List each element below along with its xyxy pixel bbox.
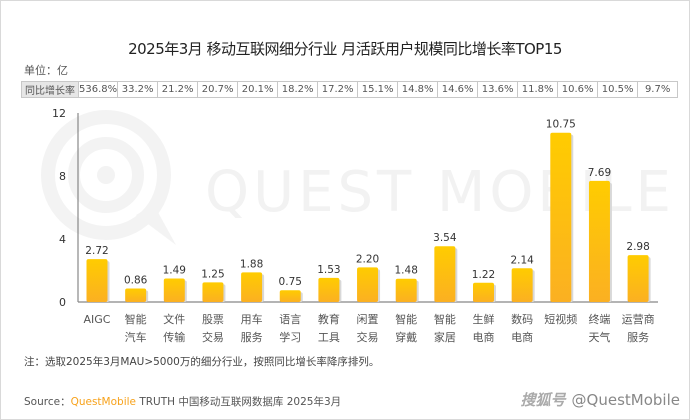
data-label: 1.53 [317, 264, 340, 276]
x-tick-label: 文件 [163, 312, 185, 326]
data-label: 1.22 [472, 269, 495, 281]
x-tick-label: 交易 [357, 330, 379, 344]
growth-rate-cell: 11.8% [517, 81, 559, 98]
x-tick-label: 服务 [241, 331, 263, 344]
x-tick-label: 穿戴 [395, 330, 417, 344]
x-tick-label: 终端 [588, 312, 610, 326]
x-tick-label: 家居 [434, 330, 456, 344]
x-tick-label: 学习 [279, 330, 301, 344]
data-label: 3.54 [433, 232, 457, 244]
data-label: 0.86 [124, 274, 148, 286]
questmobile-watermark-logo-icon [41, 110, 176, 245]
x-tick-label: 汽车 [125, 330, 147, 344]
growth-rate-cell: 14.6% [437, 81, 479, 98]
growth-rate-table: 同比增长率 536.8% 33.2% 21.2% 20.7% 20.1% 18.2% 17.… [21, 81, 679, 98]
data-label: 1.49 [163, 265, 186, 277]
x-tick-label: 电商 [511, 330, 533, 344]
x-tick-label: 用车 [241, 312, 263, 326]
data-label: 2.20 [356, 253, 379, 265]
x-tick-label: 智能 [395, 312, 417, 326]
x-tick-label: 闲置 [357, 312, 379, 326]
chart-title: 2025年3月 移动互联网细分行业 月活跃用户规模同比增长率TOP15 [128, 40, 562, 58]
source-line: Source：QuestMobile TRUTH 中国移动互联网数据库 2025… [24, 394, 341, 409]
bar [357, 267, 379, 302]
growth-rate-cell: 536.8% [77, 81, 119, 98]
bar [241, 272, 263, 302]
x-tick-label: 服务 [627, 331, 649, 344]
data-label: 7.69 [588, 167, 611, 179]
x-tick-label: 交易 [202, 330, 224, 344]
y-tick-label: 0 [59, 296, 66, 309]
growth-rate-cell: 10.6% [557, 81, 599, 98]
y-tick-label: 8 [59, 170, 66, 183]
growth-rate-cell: 17.2% [317, 81, 359, 98]
bar [473, 282, 494, 302]
y-tick-label: 4 [59, 233, 66, 246]
x-tick-label: 短视频 [544, 312, 577, 326]
bar [202, 282, 224, 302]
y-tick-label: 12 [52, 107, 66, 120]
credit-watermark: 搜狐号 @QuestMobile [521, 389, 680, 410]
x-tick-label: 智能 [125, 312, 147, 326]
x-tick-label: 生鲜 [473, 312, 495, 326]
data-label: 1.88 [240, 258, 263, 270]
growth-rate-cell: 14.8% [397, 81, 439, 98]
unit-label: 单位：亿 [24, 64, 68, 77]
source-brand: QuestMobile [70, 396, 136, 408]
data-label: 10.75 [546, 119, 576, 131]
x-tick-label: 运营商 [622, 312, 655, 326]
x-tick-label: 电商 [473, 330, 495, 344]
data-label: 2.98 [626, 241, 649, 253]
data-label: 1.25 [201, 268, 224, 280]
x-tick-label: 智能 [434, 312, 456, 326]
x-tick-label: 教育 [318, 312, 340, 326]
bar [279, 290, 301, 302]
bar [588, 180, 610, 302]
bar [163, 278, 185, 302]
x-tick-label: 工具 [318, 331, 340, 344]
data-label: 0.75 [279, 276, 302, 288]
data-label: 1.48 [395, 265, 418, 277]
bar [434, 246, 456, 302]
x-tick-label: 天气 [588, 330, 610, 344]
bar [318, 277, 340, 302]
source-rest: TRUTH 中国移动互联网数据库 2025年3月 [136, 396, 342, 408]
x-tick-label: 语言 [279, 313, 301, 326]
x-tick-label: 股票 [202, 313, 224, 326]
x-tick-label: AIGC [84, 313, 111, 326]
bar [627, 255, 649, 302]
sohu-tag: 搜狐号 [520, 391, 566, 409]
growth-rate-cell: 20.1% [237, 81, 279, 98]
growth-rate-cell: 9.7% [637, 81, 679, 98]
bar [550, 132, 572, 302]
growth-rate-row: 同比增长率 536.8% 33.2% 21.2% 20.7% 20.1% 18.2% 17.… [21, 81, 679, 98]
bar [511, 268, 533, 302]
source-prefix: Source： [24, 396, 71, 408]
growth-rate-header: 同比增长率 [21, 81, 79, 98]
bar [125, 288, 147, 302]
data-label: 2.14 [510, 254, 534, 266]
x-tick-label: 数码 [511, 313, 533, 326]
growth-rate-cell: 18.2% [277, 81, 319, 98]
bar [395, 278, 417, 302]
bar [86, 259, 108, 302]
footnote: 注：选取2025年3月MAU>5000万的细分行业，按照同比增长率降序排列。 [24, 356, 380, 368]
data-label: 2.72 [85, 245, 108, 257]
credit-handle: @QuestMobile [571, 391, 680, 409]
x-tick-label: 传输 [163, 330, 185, 344]
